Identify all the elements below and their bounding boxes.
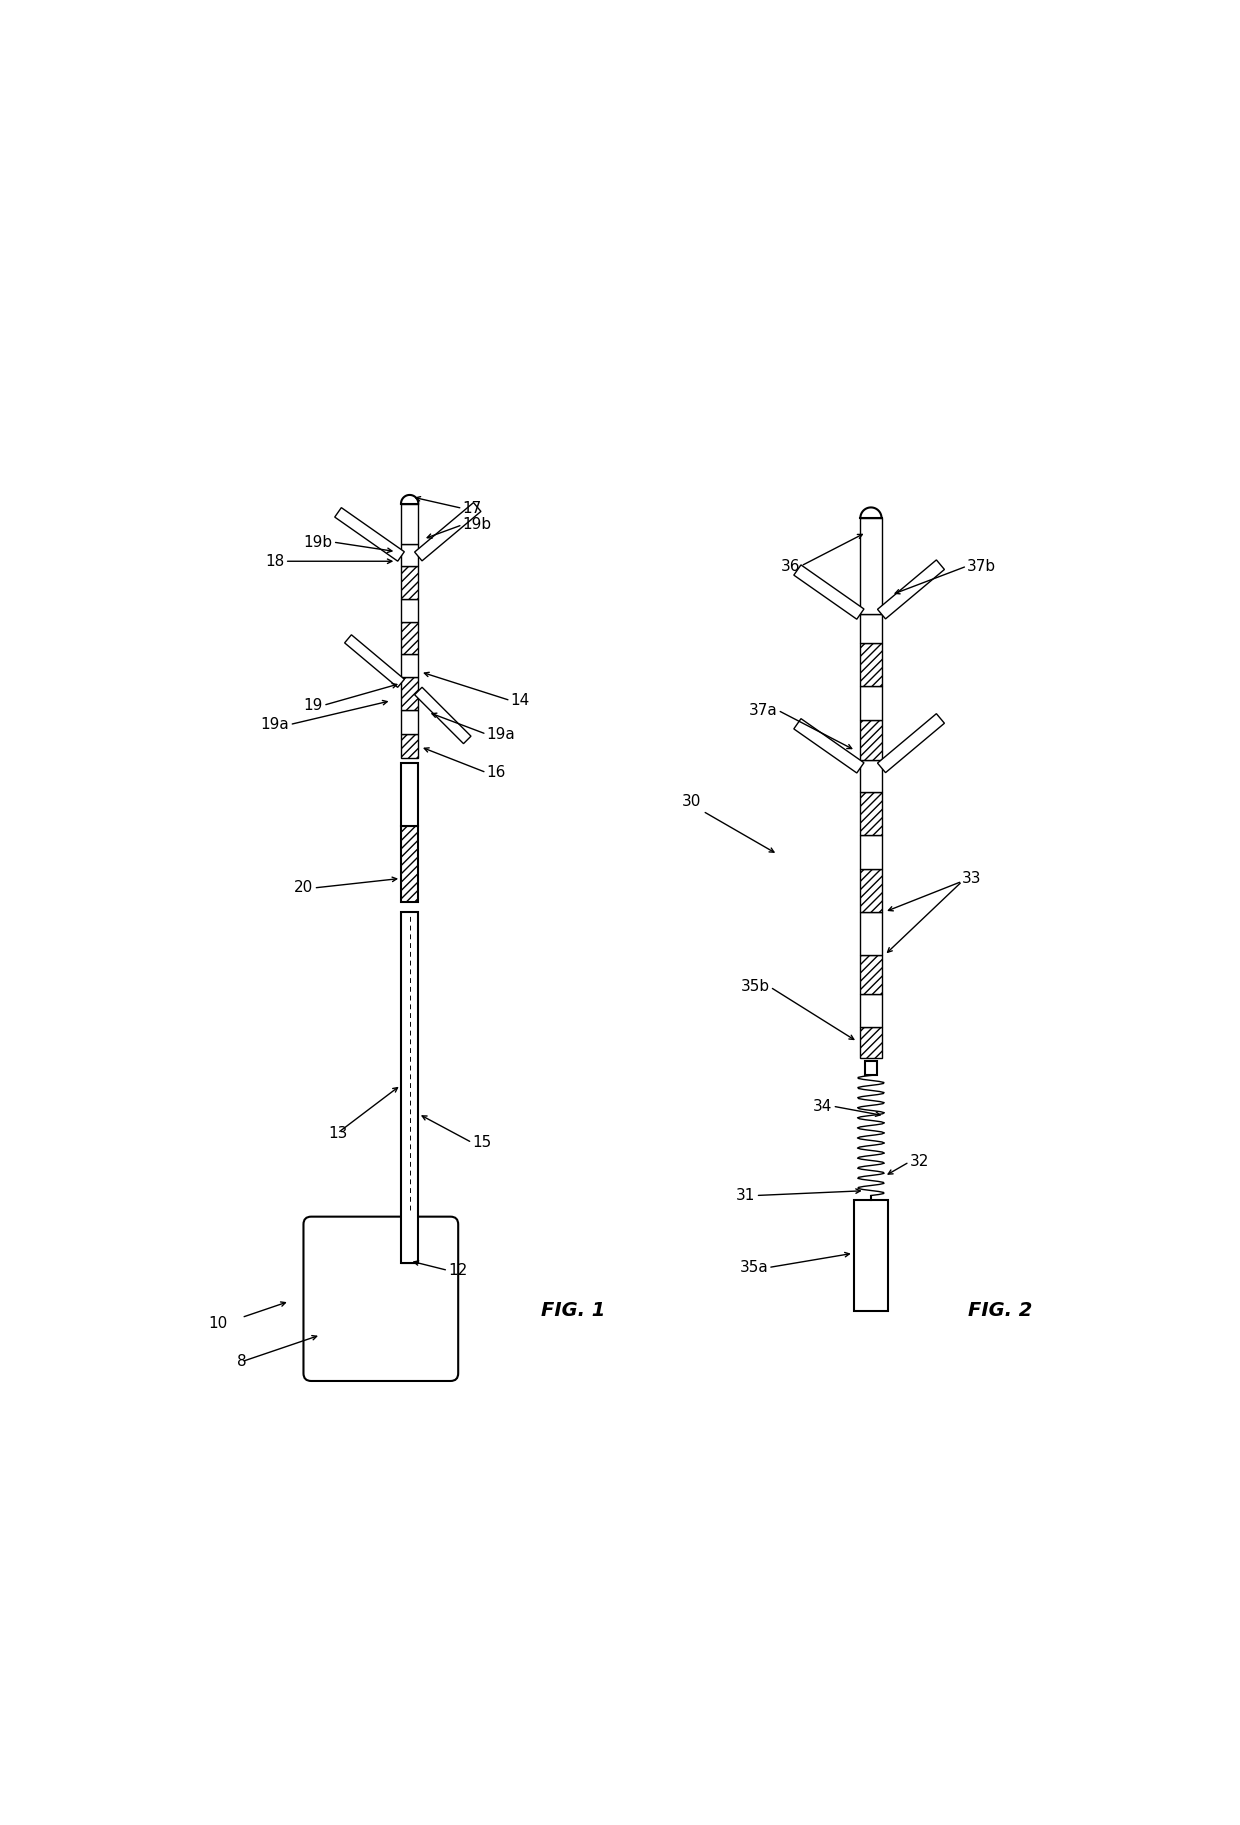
Text: 19a: 19a	[486, 726, 516, 741]
Bar	[401, 710, 418, 734]
Text: 8: 8	[237, 1354, 247, 1369]
Text: 10: 10	[208, 1316, 227, 1330]
Text: 34: 34	[813, 1099, 832, 1113]
Text: 17: 17	[463, 500, 482, 516]
Text: 35b: 35b	[742, 980, 770, 995]
Text: 19a: 19a	[260, 717, 290, 732]
Text: 13: 13	[327, 1126, 347, 1141]
Polygon shape	[794, 566, 864, 619]
Polygon shape	[794, 719, 864, 774]
Bar	[401, 825, 418, 902]
Text: 31: 31	[737, 1188, 755, 1203]
Bar	[853, 1201, 888, 1310]
Text: 37a: 37a	[749, 703, 777, 717]
Text: 32: 32	[909, 1155, 929, 1170]
Polygon shape	[878, 560, 945, 619]
Bar	[401, 912, 418, 1263]
Text: 36: 36	[781, 558, 801, 573]
Bar	[401, 599, 418, 622]
Bar	[401, 677, 418, 710]
Bar	[861, 792, 882, 836]
Bar	[861, 1027, 882, 1058]
Text: 12: 12	[448, 1263, 467, 1277]
Text: 18: 18	[265, 553, 285, 569]
Text: 14: 14	[511, 694, 529, 708]
Polygon shape	[345, 635, 404, 688]
Bar	[861, 869, 882, 912]
Bar	[861, 719, 882, 761]
Bar	[864, 1060, 877, 1075]
Bar	[401, 655, 418, 677]
Text: 37b: 37b	[967, 558, 996, 573]
Bar	[861, 954, 882, 993]
Text: 15: 15	[472, 1135, 491, 1150]
Bar	[401, 544, 418, 566]
Text: FIG. 2: FIG. 2	[968, 1301, 1033, 1319]
Bar	[861, 686, 882, 719]
Bar	[401, 734, 418, 757]
Bar	[861, 761, 882, 792]
Polygon shape	[335, 507, 404, 560]
FancyBboxPatch shape	[304, 1217, 459, 1382]
Bar	[401, 763, 418, 825]
Bar	[401, 622, 418, 655]
Bar	[861, 518, 882, 613]
Bar	[402, 1225, 418, 1263]
Polygon shape	[414, 502, 481, 560]
Text: 16: 16	[486, 765, 506, 779]
Text: 30: 30	[682, 794, 701, 808]
Bar	[861, 613, 882, 642]
Polygon shape	[414, 688, 471, 743]
Text: 33: 33	[962, 871, 982, 885]
Text: 19b: 19b	[304, 535, 332, 549]
Text: 20: 20	[294, 880, 314, 896]
Text: FIG. 1: FIG. 1	[541, 1301, 605, 1319]
Polygon shape	[878, 714, 945, 772]
Bar	[861, 836, 882, 869]
Bar	[401, 504, 418, 544]
Bar	[401, 566, 418, 599]
Text: 19b: 19b	[463, 516, 491, 533]
Text: 35a: 35a	[739, 1259, 768, 1276]
Text: 19: 19	[304, 697, 324, 714]
Bar	[861, 993, 882, 1027]
Bar	[861, 642, 882, 686]
Bar	[861, 912, 882, 954]
